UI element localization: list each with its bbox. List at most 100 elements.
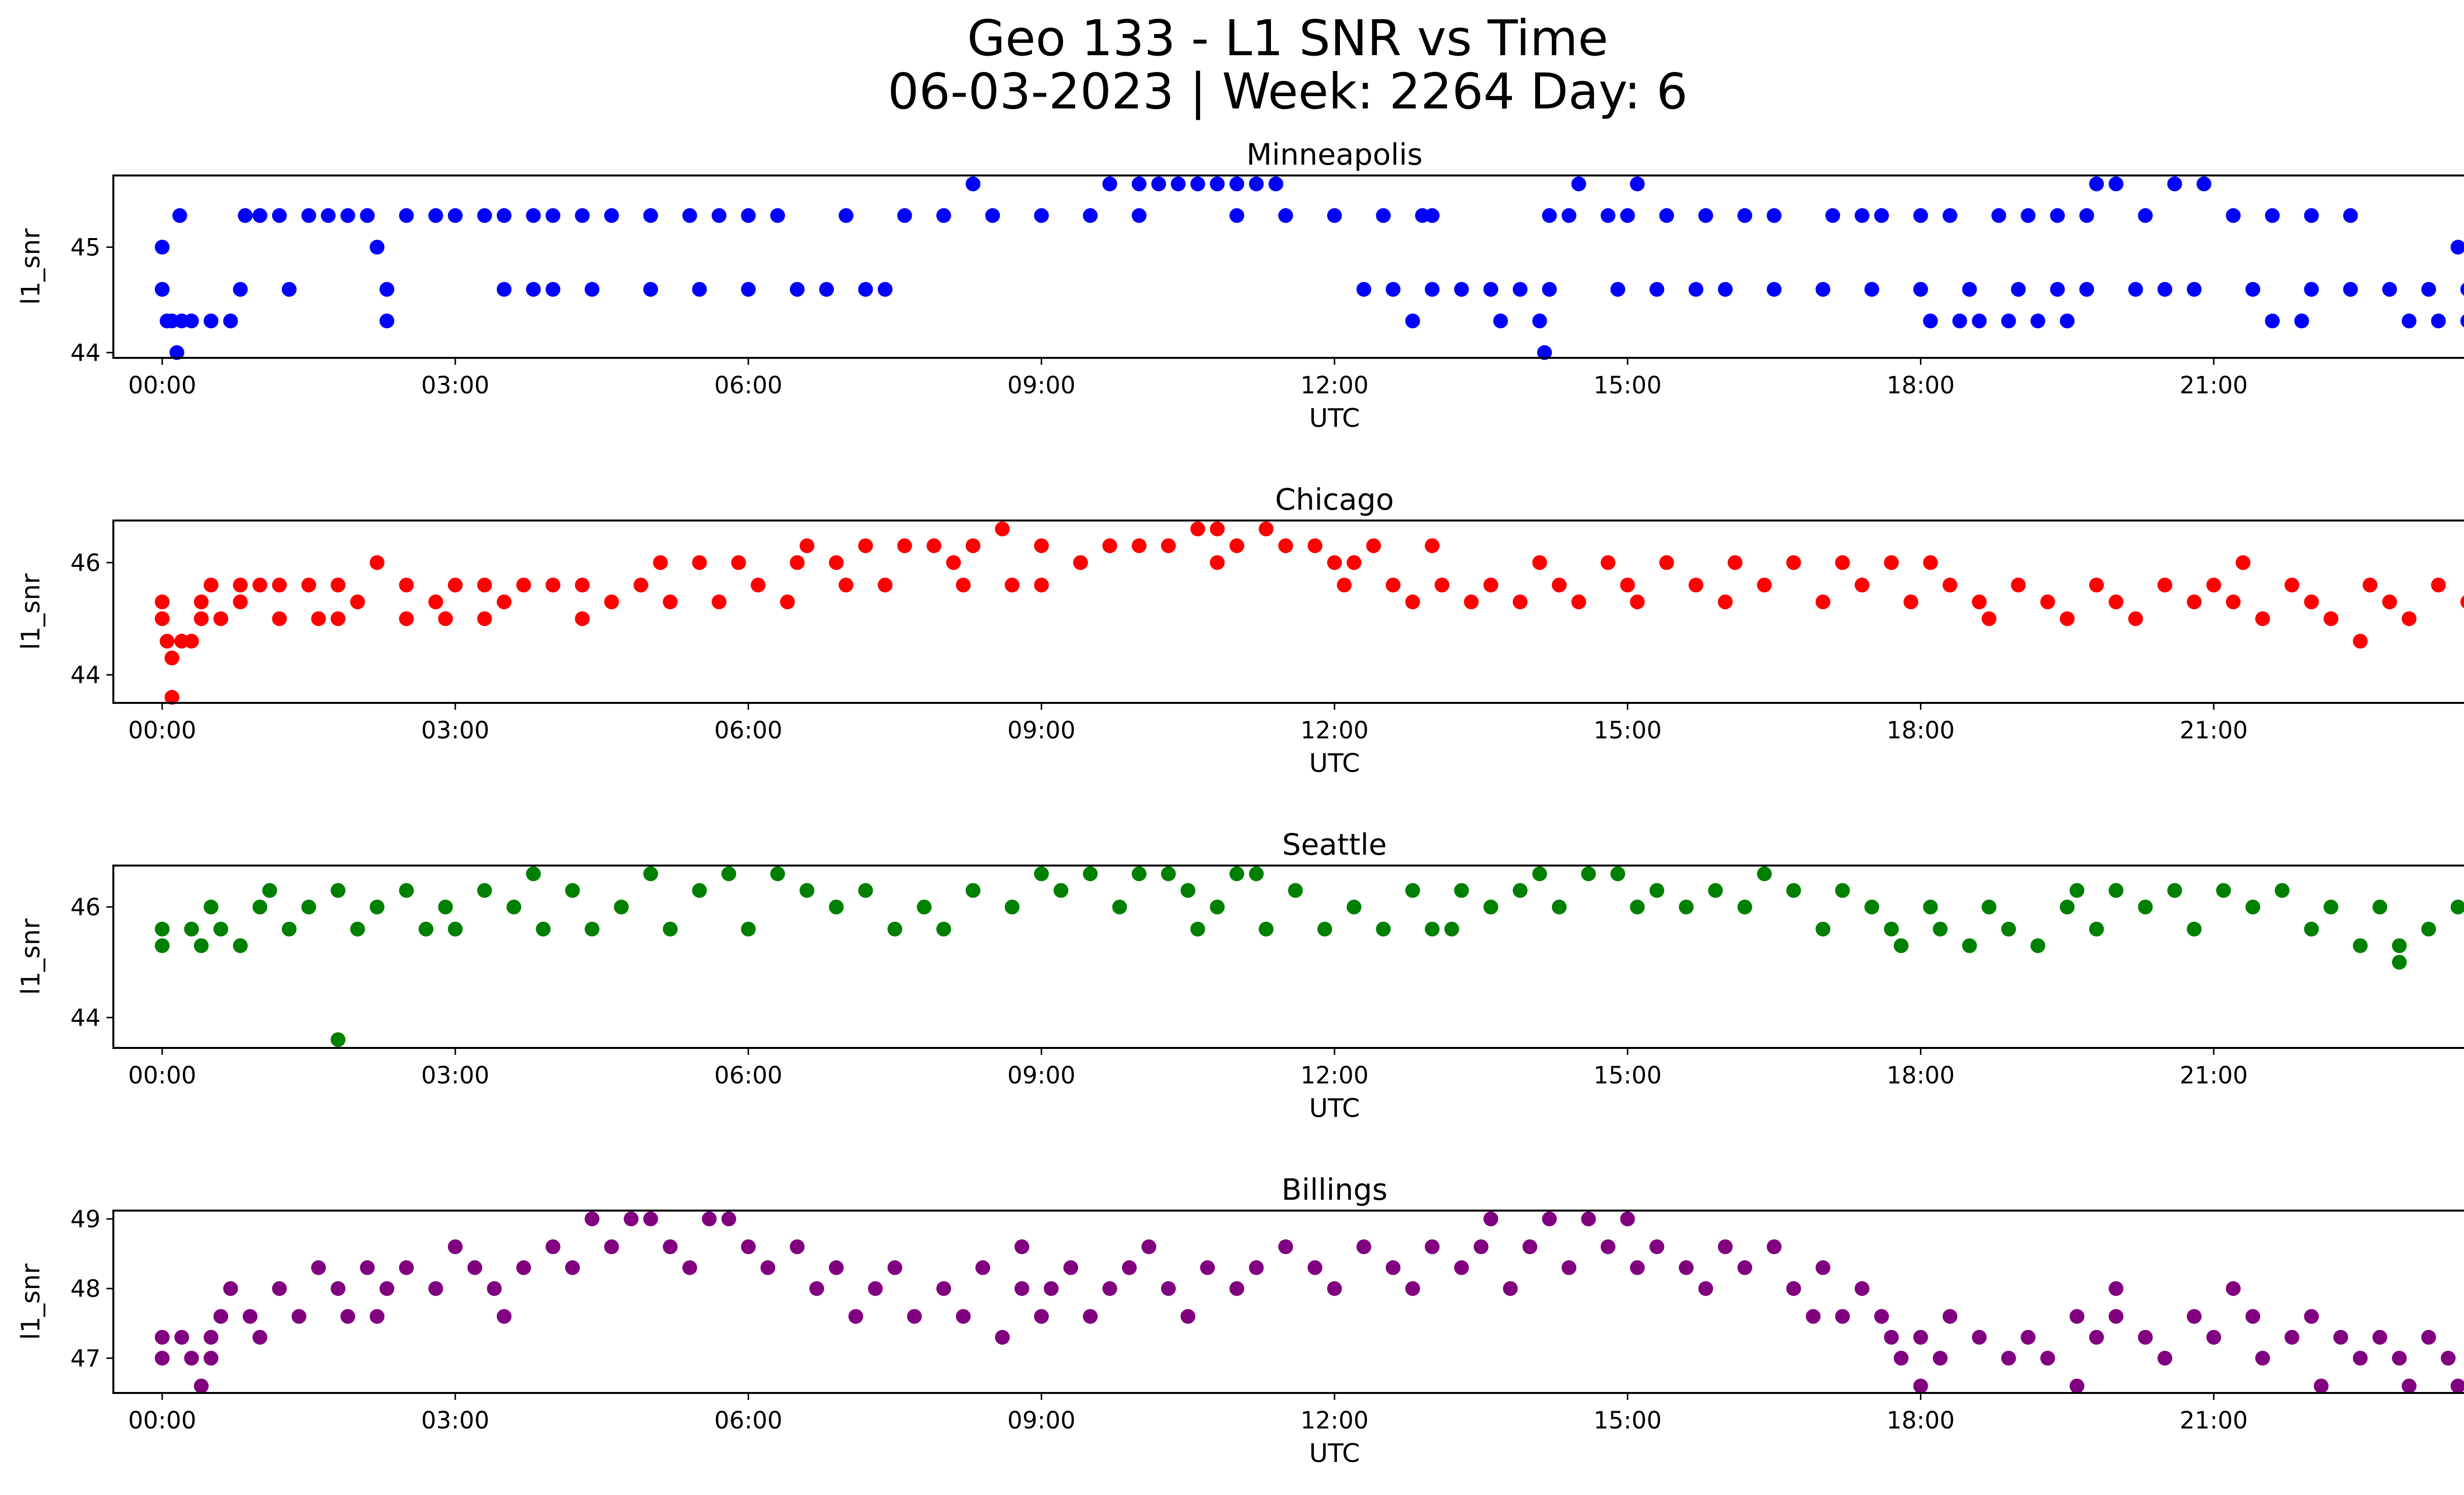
data-point (2196, 176, 2212, 192)
data-point (2187, 594, 2202, 610)
data-point (897, 208, 912, 223)
data-point (2138, 1330, 2153, 1345)
data-point (428, 594, 444, 610)
data-point (1229, 176, 1244, 192)
data-point (1190, 522, 1205, 537)
data-point (1561, 208, 1576, 223)
data-point (2069, 883, 2085, 898)
figure-title-line-1: Geo 133 - L1 SNR vs Time (967, 9, 1608, 67)
data-point (1718, 1239, 1733, 1254)
data-point (350, 594, 365, 610)
data-point (160, 633, 174, 649)
data-point (731, 555, 746, 570)
data-point (350, 921, 365, 937)
data-point (1942, 208, 1957, 223)
x-tick-label: 06:00 (714, 372, 782, 399)
data-point (2187, 282, 2202, 297)
data-point (985, 208, 1000, 223)
data-point (1933, 921, 1948, 937)
data-point (2333, 1330, 2348, 1345)
data-point (1815, 594, 1831, 610)
data-point (721, 866, 736, 881)
data-point (1874, 208, 1889, 223)
data-point (1864, 900, 1880, 915)
data-point (428, 208, 444, 223)
data-point (838, 577, 854, 592)
data-point (1112, 900, 1127, 915)
x-axis-label: UTC (1309, 749, 1360, 778)
data-point (995, 1330, 1010, 1345)
data-point (311, 1260, 326, 1275)
data-point (1034, 577, 1049, 592)
x-tick-label: 15:00 (1594, 372, 1662, 399)
data-point (2401, 611, 2417, 626)
data-point (2450, 900, 2464, 915)
data-point (1913, 282, 1928, 297)
data-point (1630, 176, 1645, 192)
data-point (399, 577, 414, 592)
data-point (936, 208, 951, 223)
data-point (770, 866, 785, 881)
data-point (663, 594, 678, 610)
x-tick-label: 21:00 (2180, 717, 2248, 744)
data-point (2157, 1351, 2172, 1366)
data-point (546, 282, 561, 297)
data-point (1425, 921, 1440, 937)
data-points (155, 866, 2464, 1047)
data-point (848, 1309, 863, 1324)
data-point (789, 1239, 805, 1254)
data-point (526, 282, 541, 297)
data-point (1962, 938, 1977, 953)
x-tick-label: 18:00 (1886, 717, 1954, 744)
data-point (438, 611, 453, 626)
data-point (2235, 555, 2251, 570)
data-point (1161, 538, 1176, 554)
data-point (1737, 900, 1752, 915)
data-point (2050, 208, 2065, 223)
data-point (213, 611, 229, 626)
data-point (1942, 577, 1957, 592)
data-point (477, 883, 492, 898)
data-point (2324, 900, 2338, 915)
data-point (1131, 176, 1147, 192)
data-point (1864, 282, 1880, 297)
data-point (536, 921, 551, 937)
data-point (2245, 282, 2260, 297)
data-point (1102, 176, 1117, 192)
data-point (907, 1309, 922, 1324)
data-point (1512, 883, 1528, 898)
data-point (321, 208, 336, 223)
data-point (721, 1211, 736, 1226)
data-point (546, 577, 561, 592)
data-point (1034, 866, 1049, 881)
data-point (604, 208, 619, 223)
data-point (2450, 1378, 2464, 1393)
data-point (1815, 1260, 1831, 1275)
data-point (1083, 208, 1098, 223)
data-point (379, 313, 395, 329)
data-point (712, 208, 727, 223)
data-point (477, 577, 492, 592)
data-points (155, 1211, 2464, 1393)
data-point (2050, 282, 2065, 297)
data-point (546, 1239, 561, 1254)
data-point (1102, 538, 1117, 554)
data-point (1454, 1260, 1469, 1275)
y-axis-label: l1_snr (16, 918, 46, 995)
data-point (2011, 577, 2026, 592)
data-point (1229, 208, 1244, 223)
data-point (1884, 921, 1899, 937)
data-point (858, 883, 873, 898)
data-point (516, 1260, 531, 1275)
y-tick-label: 47 (70, 1345, 101, 1372)
data-point (272, 611, 287, 626)
data-point (965, 176, 981, 192)
data-point (1601, 208, 1616, 223)
data-point (1767, 208, 1782, 223)
data-point (2216, 883, 2231, 898)
data-point (1786, 555, 1801, 570)
data-point (2059, 900, 2075, 915)
data-point (1083, 866, 1098, 881)
data-point (1346, 900, 1362, 915)
data-point (682, 208, 697, 223)
